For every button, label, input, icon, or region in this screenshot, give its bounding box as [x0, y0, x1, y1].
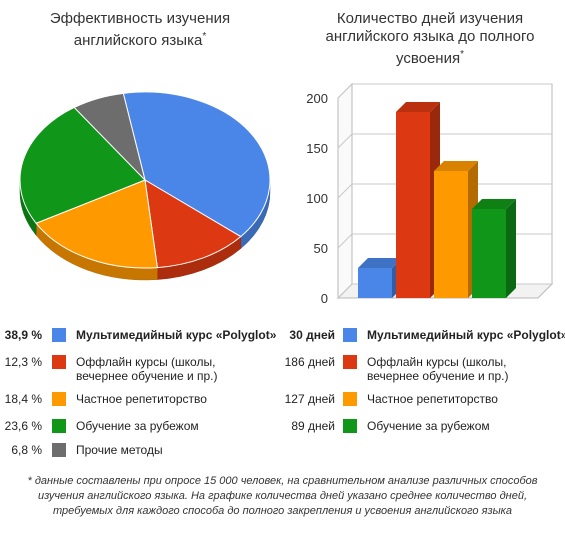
legend-swatch — [343, 392, 357, 406]
legend-label: Оффлайн курсы (школы, вечернее обучение и… — [76, 355, 218, 383]
legend-swatch — [52, 443, 66, 457]
legend-label: Обучение за рубежом — [76, 419, 199, 433]
bar — [358, 268, 392, 298]
bar — [396, 112, 430, 298]
legend-swatch — [52, 355, 66, 369]
legend-label: Частное репетиторство — [367, 392, 498, 406]
legend-label: Оффлайн курсы (школы, вечернее обучение и… — [367, 355, 509, 383]
legend-swatch — [343, 355, 357, 369]
legend-swatch — [343, 419, 357, 433]
gridline — [337, 133, 552, 149]
bar-side — [506, 199, 516, 298]
gridline — [337, 83, 552, 99]
legend-value: 6,8 % — [11, 443, 42, 457]
legend-value: 12,3 % — [4, 355, 42, 369]
legend-swatch — [52, 392, 66, 406]
bar-chart: 0 50 100 150 200 — [306, 82, 554, 306]
pie-slice — [122, 91, 271, 238]
pie-chart — [19, 91, 271, 281]
bar-top — [472, 199, 516, 209]
bar — [434, 171, 468, 298]
legend-label: Частное репетиторство — [76, 392, 207, 406]
y-tick-label: 200 — [306, 91, 328, 106]
y-tick-label: 50 — [314, 241, 328, 256]
pie-slice — [35, 179, 158, 269]
legend-value: 23,6 % — [4, 419, 42, 433]
y-tick-label: 100 — [306, 191, 328, 206]
footnote: * данные составлены при опросе 15 000 че… — [27, 475, 538, 517]
pie-slice — [19, 106, 146, 224]
gridline — [337, 183, 552, 199]
legend-value: 18,4 % — [4, 392, 42, 406]
bar-chart-title: Количество дней изучения английского язы… — [325, 10, 535, 67]
legend-value: 38,9 % — [4, 328, 42, 342]
legend-value: 186 дней — [284, 355, 335, 369]
legend-value: 127 дней — [284, 392, 335, 406]
legend-value: 89 дней — [291, 419, 335, 433]
bar-top — [434, 161, 478, 171]
legend-label: Мультимедийный курс «Polyglot» — [76, 328, 277, 342]
legend-swatch — [343, 328, 357, 342]
legend-label: Прочие методы — [76, 443, 163, 457]
legend-label: Мультимедийный курс «Polyglot» — [367, 328, 565, 342]
y-tick-label: 0 — [321, 291, 328, 306]
charts-canvas: 0 50 100 150 200 — [19, 82, 554, 306]
bar-top — [396, 102, 440, 112]
legend-label: Обучение за рубежом — [367, 419, 490, 433]
pie-slice — [144, 179, 242, 269]
bar-top — [358, 258, 402, 268]
legend-swatch — [52, 328, 66, 342]
pie-slice — [73, 92, 146, 182]
y-tick-label: 150 — [306, 141, 328, 156]
pie-chart-title: Эффективность изучения английского языка… — [49, 10, 231, 49]
legend-value: 30 дней — [289, 328, 335, 342]
bar — [472, 209, 506, 298]
legend-swatch — [52, 419, 66, 433]
